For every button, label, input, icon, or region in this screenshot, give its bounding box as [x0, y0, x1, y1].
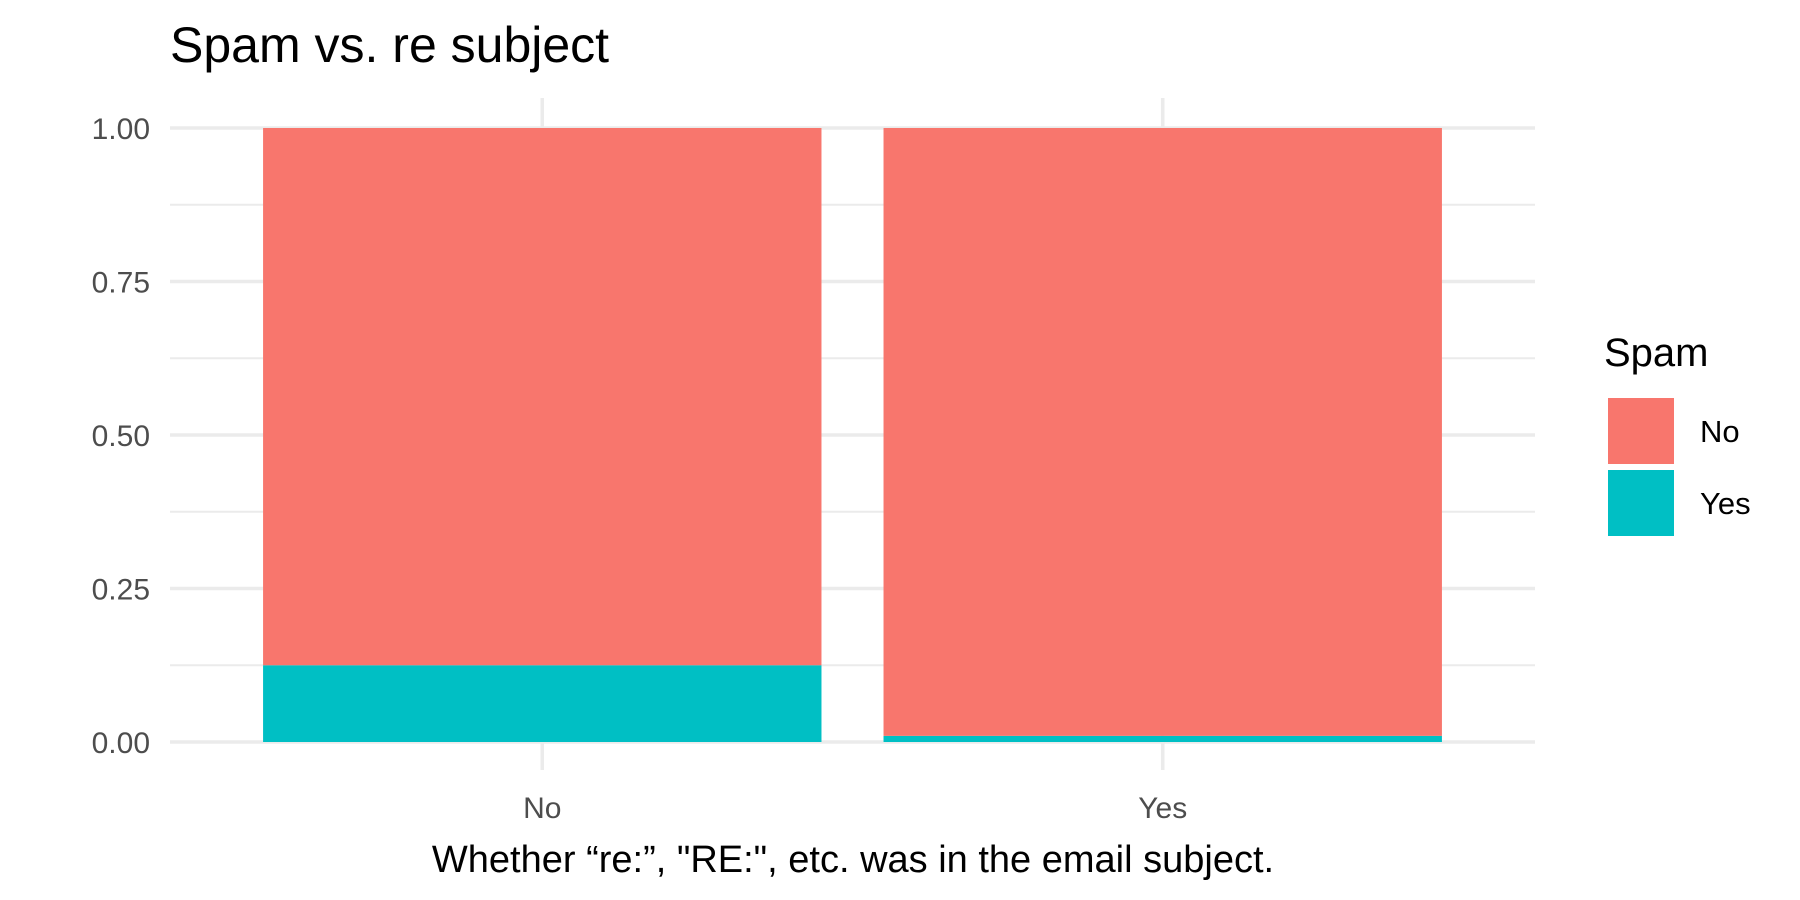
x-tick-label: Yes	[1138, 792, 1187, 825]
x-axis-ticks: No Yes	[523, 792, 1187, 825]
x-tick-label: No	[523, 792, 561, 825]
y-tick-label: 1.00	[92, 113, 150, 146]
y-axis-ticks: 0.00 0.25 0.50 0.75 1.00	[92, 113, 150, 760]
y-tick-label: 0.75	[92, 267, 150, 300]
y-tick-label: 0.50	[92, 420, 150, 453]
legend-label: Yes	[1700, 486, 1751, 521]
bar-no-spam-yes	[263, 665, 822, 742]
bar-no-spam-no	[263, 128, 822, 666]
legend-key-no	[1608, 398, 1674, 464]
legend-key-yes	[1608, 470, 1674, 536]
x-axis-title: Whether “re:”, "RE:", etc. was in the em…	[432, 839, 1274, 881]
legend-label: No	[1700, 414, 1740, 449]
legend-title: Spam	[1604, 331, 1709, 375]
legend: Spam No Yes	[1604, 331, 1751, 536]
bars	[263, 128, 1442, 742]
chart-title: Spam vs. re subject	[170, 17, 609, 73]
bar-yes-spam-yes	[883, 735, 1442, 742]
bar-yes-spam-no	[883, 128, 1442, 736]
y-tick-label: 0.25	[92, 574, 150, 607]
y-tick-label: 0.00	[92, 727, 150, 760]
